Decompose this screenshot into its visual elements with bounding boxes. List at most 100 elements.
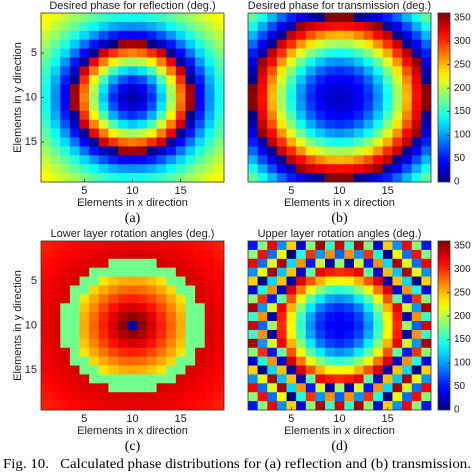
cell <box>373 173 384 183</box>
cell <box>204 374 215 384</box>
cell <box>69 383 80 393</box>
cell <box>175 75 186 85</box>
cell <box>69 155 80 165</box>
cell <box>373 101 384 112</box>
cell <box>166 383 177 393</box>
cell <box>69 84 80 94</box>
cell <box>276 285 287 295</box>
cell <box>156 401 167 411</box>
cell <box>344 57 355 67</box>
cell <box>286 241 297 251</box>
cell <box>69 164 80 174</box>
cell <box>267 75 278 85</box>
cell <box>108 21 119 32</box>
cell <box>296 164 307 174</box>
cell <box>421 57 432 67</box>
cell <box>353 249 364 260</box>
cell <box>185 13 196 23</box>
cell <box>98 75 109 85</box>
cell <box>60 267 71 277</box>
cell <box>185 249 196 260</box>
cell <box>248 401 258 411</box>
cell <box>89 13 100 23</box>
cell <box>334 312 345 322</box>
cell <box>108 110 119 121</box>
cell <box>267 347 278 357</box>
cell <box>60 392 71 402</box>
cell <box>382 146 393 156</box>
cell <box>118 329 128 340</box>
cell <box>373 39 384 49</box>
cell <box>296 365 307 375</box>
cell <box>108 383 119 393</box>
cell <box>257 347 268 357</box>
cell <box>175 101 186 112</box>
cell <box>276 39 287 49</box>
cell <box>204 267 215 277</box>
cell <box>267 374 278 384</box>
cell <box>127 276 138 286</box>
cell <box>166 276 177 286</box>
cell <box>248 164 258 174</box>
cell <box>267 48 278 58</box>
cell <box>89 392 100 402</box>
cell <box>50 347 61 357</box>
cell <box>98 137 109 147</box>
cell <box>79 392 90 402</box>
cell <box>79 155 90 165</box>
cell <box>334 365 345 375</box>
cell <box>421 329 432 340</box>
cell <box>382 347 393 357</box>
cell <box>392 93 403 103</box>
cell <box>60 119 71 129</box>
cell <box>108 48 119 58</box>
cell <box>204 285 215 295</box>
cell <box>50 75 61 85</box>
cell <box>195 241 206 251</box>
cell <box>118 110 128 121</box>
cell <box>315 249 326 260</box>
cell <box>344 365 355 375</box>
cell <box>214 75 225 85</box>
cell <box>267 276 278 286</box>
cell <box>41 312 51 322</box>
cell <box>248 39 258 49</box>
cell <box>305 401 316 411</box>
cell <box>286 285 297 295</box>
cell <box>79 241 90 251</box>
cell <box>69 365 80 375</box>
y-tick-label: 15 <box>25 364 37 376</box>
cell <box>118 48 128 58</box>
cell <box>69 128 80 138</box>
cell <box>353 401 364 411</box>
cell <box>41 155 51 165</box>
cell <box>175 66 186 76</box>
cell <box>195 347 206 357</box>
cell <box>50 329 61 340</box>
cell <box>315 128 326 138</box>
cell <box>127 84 138 94</box>
cell <box>146 294 157 304</box>
cell <box>137 356 148 366</box>
cell <box>41 321 51 331</box>
cell <box>175 155 186 165</box>
cell <box>276 57 287 67</box>
cell <box>98 258 109 268</box>
cell <box>305 48 316 58</box>
cell <box>118 312 128 322</box>
cell <box>344 267 355 277</box>
cell <box>402 101 413 112</box>
cell <box>363 66 374 76</box>
cell <box>373 241 384 251</box>
cell <box>325 110 335 121</box>
cell <box>69 101 80 112</box>
cell <box>315 155 326 165</box>
cell <box>118 75 128 85</box>
cell <box>69 267 80 277</box>
cell <box>127 48 138 58</box>
cell <box>98 383 109 393</box>
cell <box>392 241 403 251</box>
cell <box>137 329 148 340</box>
cell <box>344 93 355 103</box>
cell <box>204 365 215 375</box>
